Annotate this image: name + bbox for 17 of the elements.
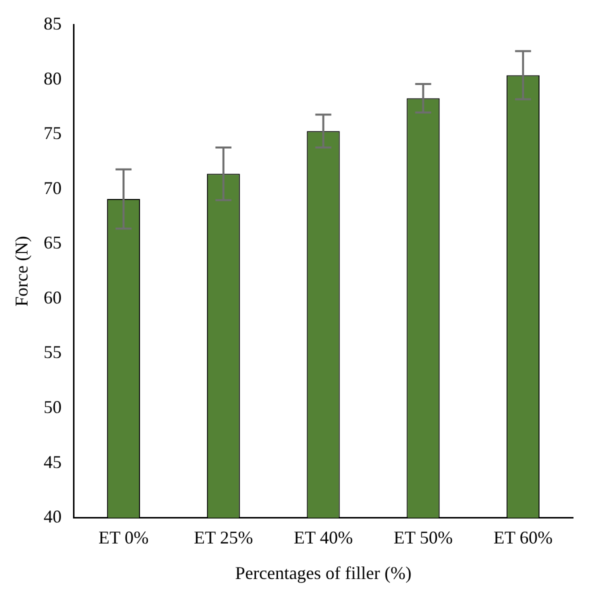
x-tick-label: ET 25% xyxy=(194,527,254,548)
x-axis-title: Percentages of filler (%) xyxy=(235,562,412,583)
x-tick-label: ET 0% xyxy=(98,527,149,548)
y-axis-title: Force (N) xyxy=(12,236,32,307)
x-tick-label: ET 40% xyxy=(294,527,353,548)
y-tick-label: 65 xyxy=(44,232,62,253)
y-tick-label: 50 xyxy=(44,396,62,417)
x-tick-label: ET 50% xyxy=(394,527,453,548)
y-tick-label: 80 xyxy=(44,68,62,88)
y-tick-label: 60 xyxy=(44,287,62,308)
y-tick-label: 40 xyxy=(44,506,62,527)
y-tick-label: 85 xyxy=(44,14,62,34)
y-tick-label: 55 xyxy=(44,342,62,362)
y-tick-label: 75 xyxy=(44,123,62,144)
y-tick-label: 70 xyxy=(44,178,62,198)
x-tick-label: ET 60% xyxy=(493,527,553,548)
y-tick-label: 45 xyxy=(44,452,62,472)
